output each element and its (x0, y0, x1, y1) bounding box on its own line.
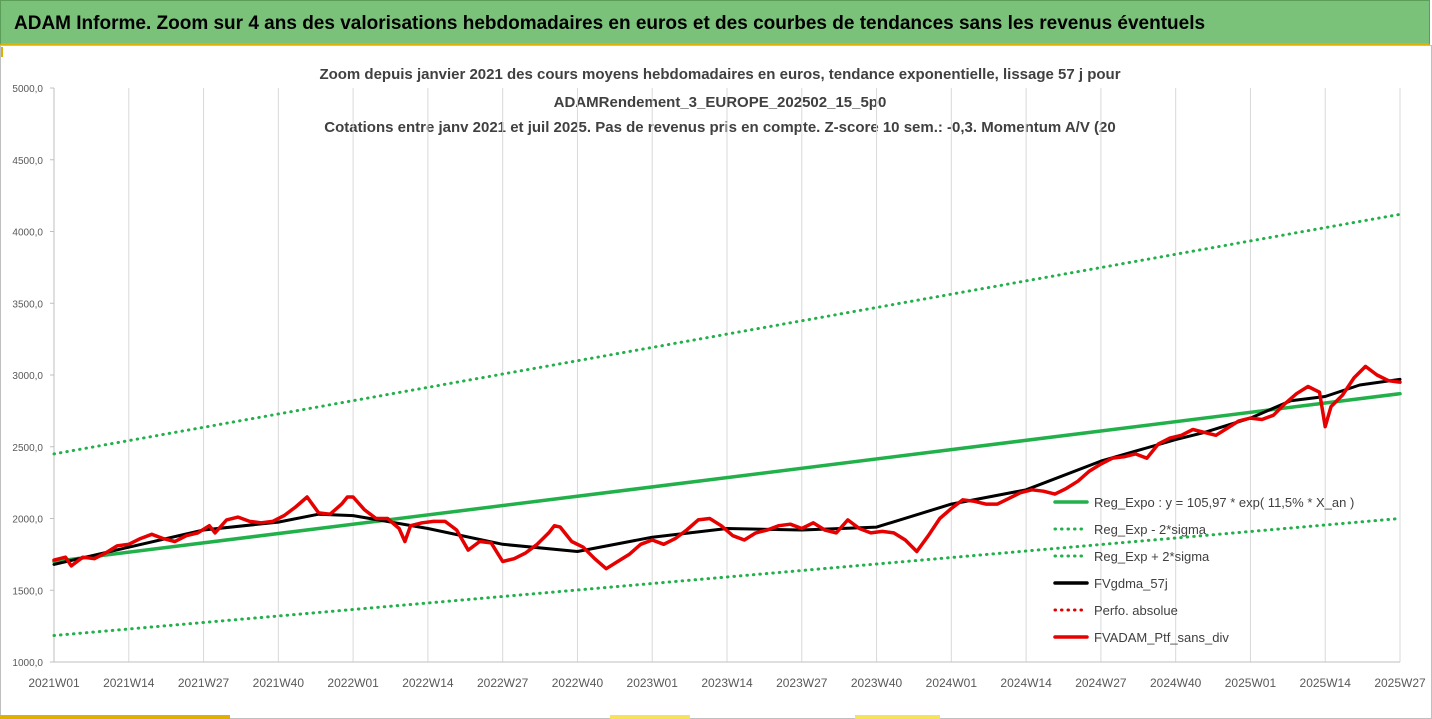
y-tick-label: 2500,0 (12, 443, 43, 454)
header-banner: ADAM Informe. Zoom sur 4 ans des valoris… (0, 0, 1430, 45)
x-tick-label: 2022W14 (402, 676, 454, 690)
accent-bar (0, 715, 230, 719)
legend-reg-exp-plus-label: Reg_Exp + 2*sigma (1094, 549, 1210, 564)
accent-bar (610, 715, 690, 719)
y-tick-label: 5000,0 (12, 84, 43, 95)
x-tick-label: 2025W01 (1225, 676, 1277, 690)
x-tick-label: 2021W14 (103, 676, 155, 690)
x-tick-label: 2022W01 (327, 676, 379, 690)
x-tick-label: 2025W27 (1374, 676, 1426, 690)
x-tick-label: 2023W14 (701, 676, 753, 690)
x-tick-label: 2023W27 (776, 676, 828, 690)
accent-bar (855, 715, 940, 719)
legend-fvadam-label: FVADAM_Ptf_sans_div (1094, 630, 1229, 645)
y-tick-label: 4000,0 (12, 228, 43, 239)
x-tick-label: 2024W40 (1150, 676, 1202, 690)
x-tick-label: 2024W14 (1000, 676, 1052, 690)
page-title: ADAM Informe. Zoom sur 4 ans des valoris… (14, 13, 1206, 34)
reg-expo-line (52, 391, 1402, 564)
x-tick-label: 2024W01 (926, 676, 978, 690)
accent-bar (0, 47, 3, 57)
x-tick-label: 2021W40 (253, 676, 305, 690)
chart-title-line-1: Zoom depuis janvier 2021 des cours moyen… (319, 66, 1121, 83)
reg-exp-minus-2sigma-line (52, 517, 1402, 637)
x-tick-label: 2022W27 (477, 676, 529, 690)
legend-perfo-absolue-label: Perfo. absolue (1094, 603, 1178, 618)
x-tick-label: 2022W40 (552, 676, 604, 690)
fvadam-ptf-line (52, 364, 1402, 571)
legend-reg-expo-label: Reg_Expo : y = 105,97 * exp( 11,5% * X_a… (1094, 495, 1354, 510)
y-tick-label: 1000,0 (12, 658, 43, 669)
x-tick-label: 2024W27 (1075, 676, 1127, 690)
y-tick-label: 4500,0 (12, 156, 43, 167)
y-tick-label: 3000,0 (12, 371, 43, 382)
legend-reg-exp-minus-label: Reg_Exp - 2*sigma (1094, 522, 1207, 537)
chart-title-line-2: ADAMRendement_3_EUROPE_202502_15_5p0 (553, 94, 887, 111)
y-tick-label: 2000,0 (12, 515, 43, 526)
reg-exp-plus-2sigma-line (52, 212, 1402, 456)
x-tick-label: 2021W01 (28, 676, 80, 690)
y-tick-label: 3500,0 (12, 299, 43, 310)
x-tick-label: 2023W01 (627, 676, 679, 690)
legend-fvgdma-label: FVgdma_57j (1094, 576, 1168, 591)
x-tick-label: 2025W14 (1300, 676, 1352, 690)
y-tick-label: 1500,0 (12, 586, 43, 597)
x-tick-label: 2023W40 (851, 676, 903, 690)
chart-title-line-3: Cotations entre janv 2021 et juil 2025. … (324, 119, 1116, 136)
x-tick-label: 2021W27 (178, 676, 230, 690)
